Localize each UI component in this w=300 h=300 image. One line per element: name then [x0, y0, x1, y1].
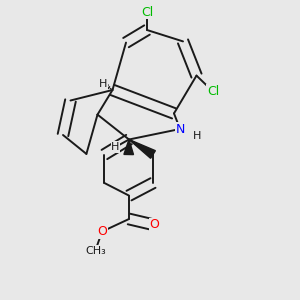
Text: H: H [99, 79, 108, 89]
Polygon shape [129, 140, 155, 158]
Text: O: O [150, 218, 159, 232]
Text: H: H [111, 142, 120, 152]
Text: O: O [97, 225, 107, 238]
Text: Cl: Cl [207, 85, 219, 98]
Text: Cl: Cl [141, 5, 153, 19]
Text: CH₃: CH₃ [85, 245, 106, 256]
Text: N: N [175, 122, 185, 136]
Text: H: H [193, 130, 202, 141]
Polygon shape [124, 140, 134, 154]
